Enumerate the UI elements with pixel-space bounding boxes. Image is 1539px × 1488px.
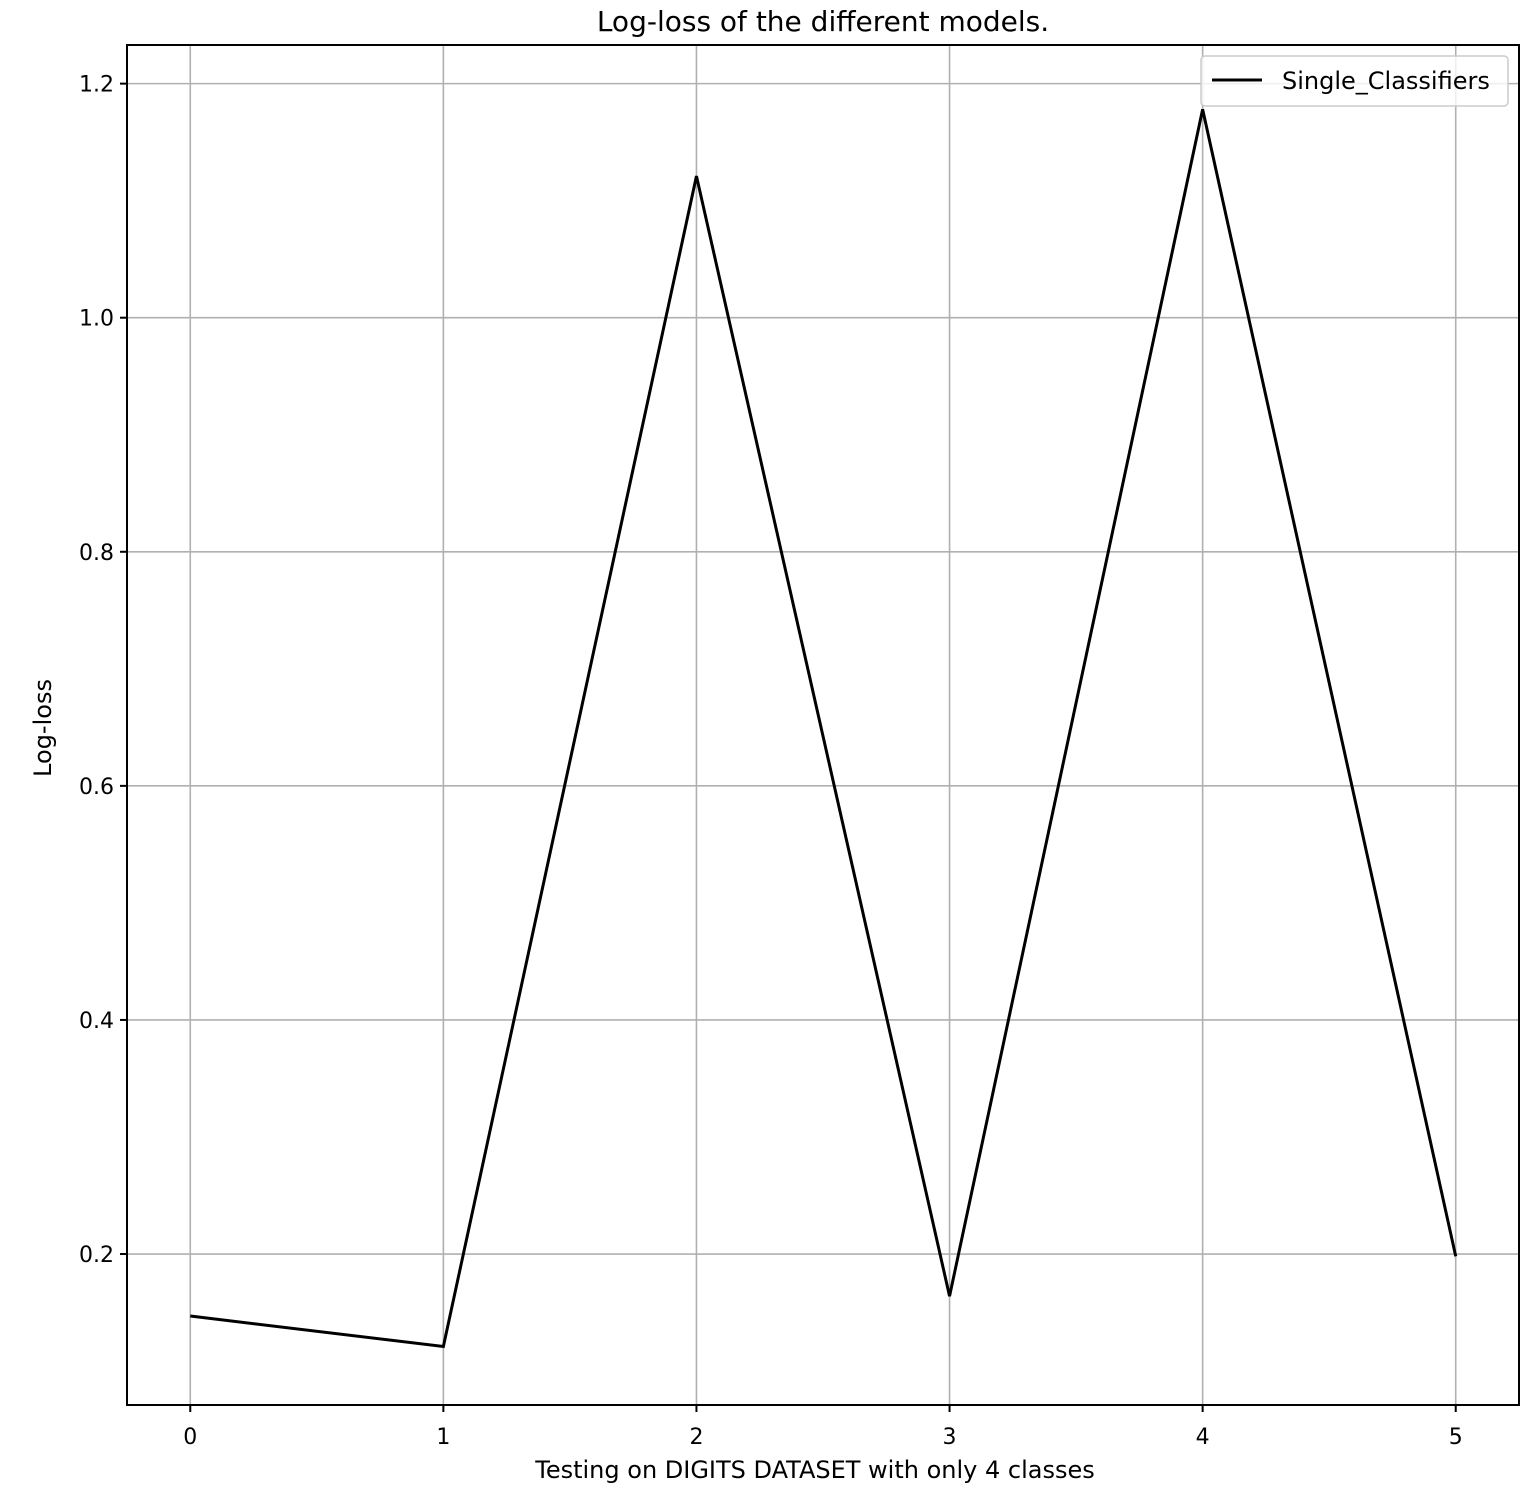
y-tick-label: 0.6 <box>79 775 114 800</box>
series-layer <box>190 109 1458 1349</box>
chart-title: Log-loss of the different models. <box>597 5 1049 38</box>
x-tick-label: 0 <box>183 1425 197 1450</box>
plot-frame <box>126 44 1520 1406</box>
series-line-single-classifiers <box>190 109 1458 1349</box>
x-tick-label: 5 <box>1449 1425 1463 1450</box>
x-tick-label: 1 <box>436 1425 450 1450</box>
x-axis-label: Testing on DIGITS DATASET with only 4 cl… <box>534 1456 1095 1484</box>
legend-label-single-classifiers: Single_Classifiers <box>1282 67 1490 95</box>
y-axis-label: Log-loss <box>29 679 57 777</box>
x-tick-label: 3 <box>943 1425 957 1450</box>
y-tick-label: 0.2 <box>79 1243 114 1268</box>
axis-ticks: 0 1 2 3 4 5 0.2 0.4 0.6 0.8 1.0 1.2 <box>79 73 1463 1450</box>
y-tick-label: 0.4 <box>79 1009 114 1034</box>
y-tick-label: 1.2 <box>79 73 114 98</box>
y-tick-label: 1.0 <box>79 307 114 332</box>
grid-lines <box>127 45 1519 1405</box>
x-tick-label: 4 <box>1196 1425 1210 1450</box>
x-tick-label: 2 <box>689 1425 703 1450</box>
legend-box <box>1200 55 1509 107</box>
legend: Single_Classifiers <box>1200 55 1509 107</box>
y-tick-label: 0.8 <box>79 541 114 566</box>
